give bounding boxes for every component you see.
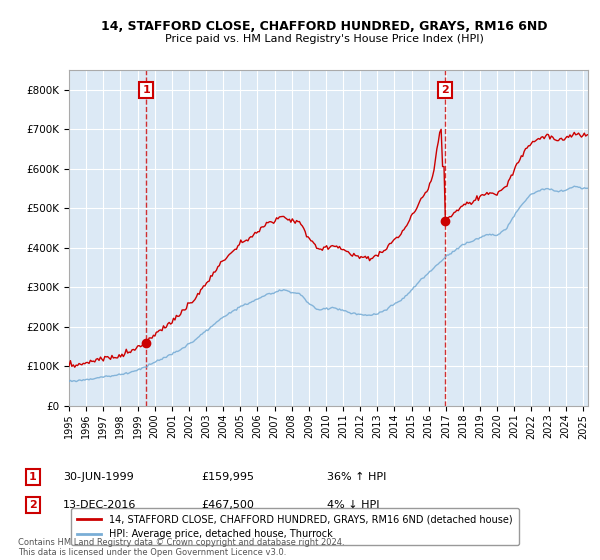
Text: £159,995: £159,995	[201, 472, 254, 482]
Text: 13-DEC-2016: 13-DEC-2016	[63, 500, 136, 510]
Text: 2: 2	[441, 85, 449, 95]
Text: 1: 1	[29, 472, 37, 482]
Legend: 14, STAFFORD CLOSE, CHAFFORD HUNDRED, GRAYS, RM16 6ND (detached house), HPI: Ave: 14, STAFFORD CLOSE, CHAFFORD HUNDRED, GR…	[71, 508, 518, 545]
Text: Contains HM Land Registry data © Crown copyright and database right 2024.
This d: Contains HM Land Registry data © Crown c…	[18, 538, 344, 557]
Text: 1: 1	[142, 85, 150, 95]
Text: 36% ↑ HPI: 36% ↑ HPI	[327, 472, 386, 482]
Text: 30-JUN-1999: 30-JUN-1999	[63, 472, 134, 482]
Text: 4% ↓ HPI: 4% ↓ HPI	[327, 500, 380, 510]
Text: £467,500: £467,500	[201, 500, 254, 510]
Text: 14, STAFFORD CLOSE, CHAFFORD HUNDRED, GRAYS, RM16 6ND: 14, STAFFORD CLOSE, CHAFFORD HUNDRED, GR…	[101, 20, 547, 32]
Text: 2: 2	[29, 500, 37, 510]
Text: Price paid vs. HM Land Registry's House Price Index (HPI): Price paid vs. HM Land Registry's House …	[164, 34, 484, 44]
